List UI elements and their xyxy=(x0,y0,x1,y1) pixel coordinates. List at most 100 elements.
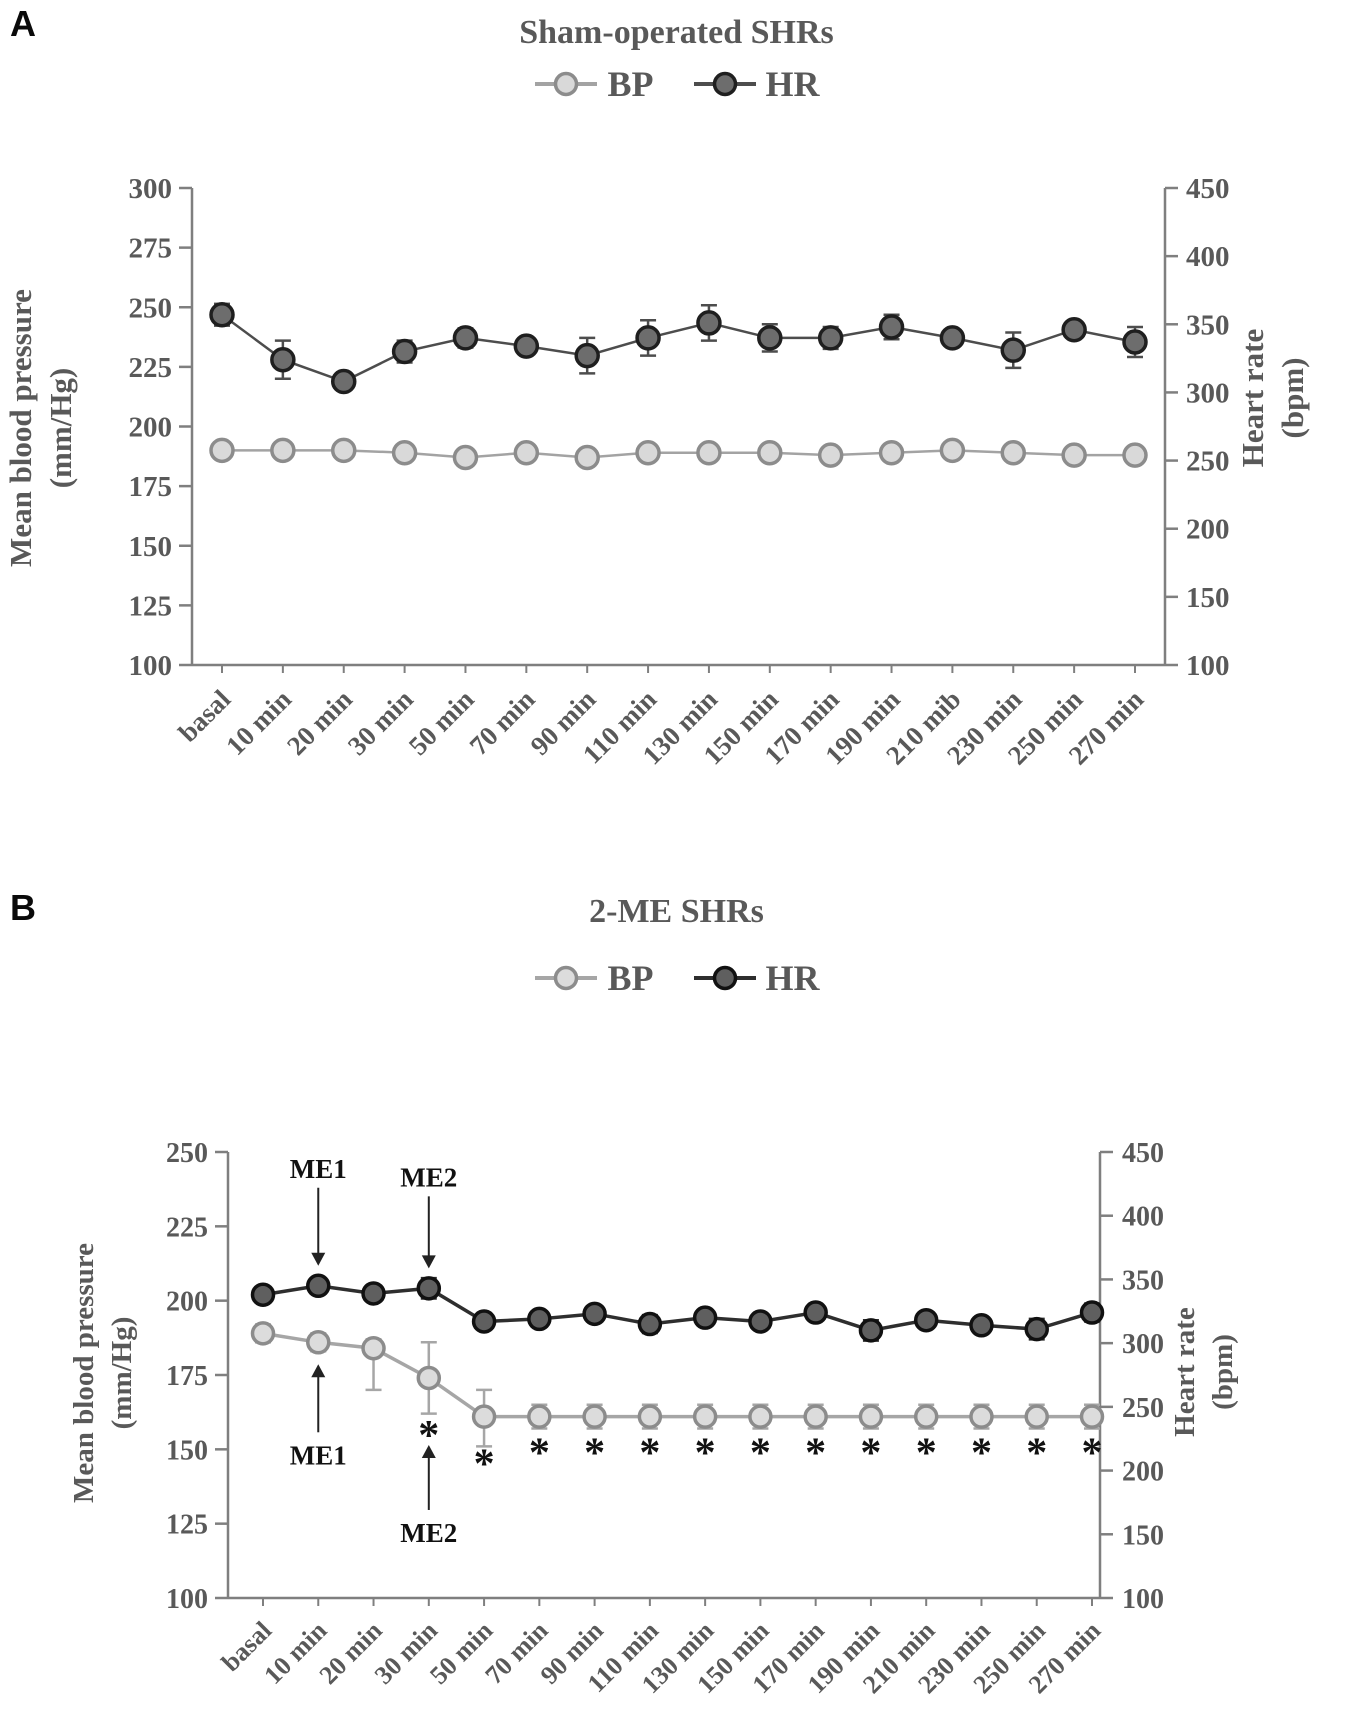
annotation-label: ME1 xyxy=(290,1154,347,1184)
bp-data-point xyxy=(270,437,296,464)
bp-data-point xyxy=(913,1404,939,1429)
bp-data-point xyxy=(1122,442,1148,468)
left-axis-tick-label: 100 xyxy=(166,1584,208,1615)
annotation-label: ME2 xyxy=(400,1518,457,1548)
right-axis-tick-label: 250 xyxy=(1122,1393,1164,1424)
left-axis-tick-label: 250 xyxy=(166,1138,208,1169)
bp-data-point xyxy=(391,439,418,466)
bp-data-point xyxy=(527,1404,552,1429)
bp-data-point xyxy=(696,439,722,466)
left-axis-tick-label: 100 xyxy=(129,650,173,682)
annotation-arrowhead-up xyxy=(311,1364,326,1378)
hr-data-point xyxy=(1000,337,1027,363)
hr-data-point xyxy=(969,1313,994,1338)
bp-data-point xyxy=(1079,1404,1105,1429)
hr-data-point xyxy=(635,325,661,351)
annotation-label: ME2 xyxy=(400,1162,457,1192)
bp-data-point xyxy=(878,439,905,466)
significance-asterisk: * xyxy=(805,1431,826,1477)
left-axis-title-units: (mm/Hg) xyxy=(43,368,78,489)
left-axis-tick-label: 150 xyxy=(166,1435,208,1466)
significance-asterisk: * xyxy=(584,1431,605,1477)
right-axis-tick-label: 150 xyxy=(1186,582,1230,614)
hr-data-point xyxy=(637,1311,663,1337)
bp-data-point xyxy=(452,444,479,471)
hr-data-point xyxy=(250,1282,276,1307)
bp-data-point xyxy=(582,1404,607,1429)
right-axis-title: Heart rate xyxy=(1235,329,1270,468)
bp-series-marker-icon xyxy=(535,965,598,991)
significance-asterisk: * xyxy=(639,1431,660,1477)
bp-data-point xyxy=(692,1404,718,1429)
legend-item-bp: BP xyxy=(533,66,654,102)
bp-data-point xyxy=(1000,439,1027,466)
x-axis-tick-label: 20 min xyxy=(281,684,358,761)
hr-data-point xyxy=(803,1300,828,1325)
x-axis-tick-label: 10 min xyxy=(220,684,297,761)
significance-asterisk: * xyxy=(916,1431,937,1477)
annotation-arrowhead-up xyxy=(421,1444,436,1458)
right-axis-tick-label: 300 xyxy=(1122,1329,1164,1360)
legend-item-bp: BP xyxy=(533,958,654,998)
hr-data-point xyxy=(209,301,235,328)
hr-data-point xyxy=(878,314,905,340)
right-axis-tick-label: 100 xyxy=(1186,650,1230,682)
hr-data-point xyxy=(513,333,540,359)
significance-asterisk: * xyxy=(1082,1431,1103,1477)
bp-data-point xyxy=(748,1404,773,1429)
significance-asterisk: * xyxy=(971,1431,992,1477)
hr-data-point xyxy=(361,1281,386,1306)
left-axis-tick-label: 275 xyxy=(129,233,173,265)
right-axis-tick-label: 250 xyxy=(1186,446,1230,478)
hr-data-point xyxy=(471,1309,497,1334)
bp-data-point xyxy=(1061,442,1087,468)
hr-data-point xyxy=(306,1273,331,1299)
hr-data-point xyxy=(416,1276,442,1301)
bp-data-point xyxy=(209,437,235,464)
bp-series-marker-icon xyxy=(535,71,598,97)
left-axis-title: Mean blood pressure xyxy=(3,289,38,567)
right-axis-tick-label: 200 xyxy=(1122,1457,1164,1488)
x-axis-tick-label: 30 min xyxy=(342,684,419,761)
right-axis-tick-label: 400 xyxy=(1122,1202,1164,1233)
annotation-label: ME1 xyxy=(290,1440,347,1470)
hr-data-point xyxy=(582,1301,607,1327)
hr-data-point xyxy=(1079,1300,1105,1325)
left-axis-tick-label: 250 xyxy=(129,292,173,324)
hr-data-point xyxy=(696,310,722,336)
panel-a-title: Sham-operated SHRs xyxy=(519,14,834,51)
bp-data-point xyxy=(513,439,540,466)
bp-data-point xyxy=(858,1404,884,1429)
left-axis-tick-label: 125 xyxy=(129,590,173,622)
hr-series-marker-icon xyxy=(693,71,756,97)
significance-asterisk: * xyxy=(418,1413,439,1459)
left-axis-tick-label: 225 xyxy=(129,352,173,384)
bp-data-point xyxy=(757,439,783,466)
hr-data-point xyxy=(1122,329,1148,355)
bp-data-point xyxy=(939,437,966,464)
right-axis-tick-label: 150 xyxy=(1122,1520,1164,1551)
panel-a-label: A xyxy=(10,3,36,44)
right-axis-tick-label: 300 xyxy=(1186,377,1230,409)
legend-item-hr: HR xyxy=(692,960,820,996)
hr-data-point xyxy=(527,1306,552,1332)
hr-data-point xyxy=(939,325,966,351)
hr-data-point xyxy=(1061,316,1087,343)
legend-item-hr: HR xyxy=(692,66,820,102)
left-axis-tick-label: 125 xyxy=(166,1510,208,1541)
bp-data-point xyxy=(250,1321,276,1346)
legend-label-hr: HR xyxy=(765,958,820,998)
right-axis-tick-label: 350 xyxy=(1122,1265,1164,1296)
bp-line xyxy=(262,1331,1092,1419)
significance-asterisk: * xyxy=(695,1431,716,1477)
legend-label-bp: BP xyxy=(607,958,654,998)
hr-data-point xyxy=(330,368,357,395)
left-axis-tick-label: 200 xyxy=(166,1287,208,1318)
bp-data-point xyxy=(1024,1404,1049,1429)
bp-data-point xyxy=(306,1330,331,1355)
left-axis-title-units: (mm/Hg) xyxy=(106,1317,138,1430)
hr-data-point xyxy=(692,1305,718,1330)
hr-data-point xyxy=(452,325,479,351)
bp-data-point xyxy=(637,1404,663,1429)
